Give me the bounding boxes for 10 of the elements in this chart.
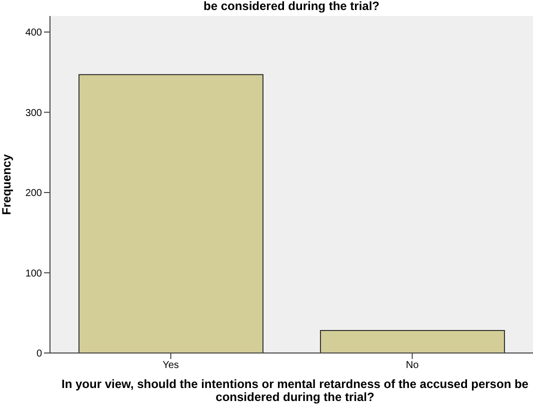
- x-tick-label: Yes: [162, 360, 179, 372]
- y-tick-label: 400: [25, 28, 42, 39]
- y-tick-label: 0: [36, 348, 42, 360]
- x-tick-label: No: [406, 360, 420, 372]
- chart-title: be considered during the trial?: [202, 0, 381, 13]
- y-tick-label: 200: [25, 188, 42, 200]
- y-tick-label: 300: [25, 108, 42, 119]
- x-axis-title: In your view, should the intentions or mental retardness of the accused person be considered during the trial?: [60, 377, 530, 404]
- y-axis-title: Frequency: [0, 154, 14, 215]
- y-tick-label: 100: [25, 268, 42, 280]
